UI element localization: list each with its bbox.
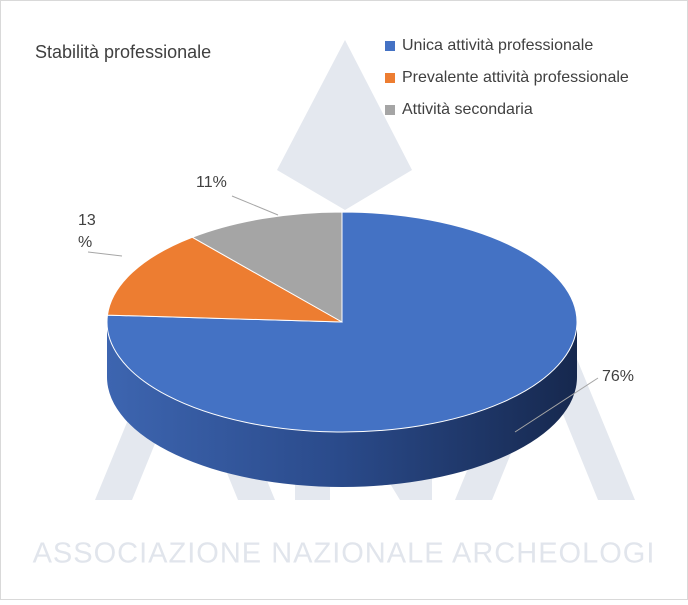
leader-line (231, 195, 279, 216)
legend-label: Unica attività professionale (402, 37, 593, 54)
value-label-box: 13 % (78, 212, 96, 251)
pie-slice (106, 236, 343, 323)
value-label-box: 11% (196, 174, 227, 191)
chart-title: Stabilità professionale (35, 42, 211, 62)
leader-line (514, 377, 599, 433)
pie-slice-side (107, 322, 577, 487)
leader-line (87, 251, 123, 257)
pie-slice (191, 211, 343, 323)
value-label-box: 76% (602, 368, 635, 385)
legend-label: Prevalente attività professionale (402, 69, 629, 86)
legend-label: Attività secondaria (402, 101, 533, 118)
value-label: 13 % (78, 212, 96, 251)
value-label: 76% (602, 368, 635, 385)
watermark-text: ASSOCIAZIONE NAZIONALE ARCHEOLOGI (33, 538, 656, 570)
value-label: 11% (196, 174, 227, 191)
legend-marker (385, 73, 395, 83)
legend-marker (385, 41, 395, 51)
legend-marker (385, 105, 395, 115)
